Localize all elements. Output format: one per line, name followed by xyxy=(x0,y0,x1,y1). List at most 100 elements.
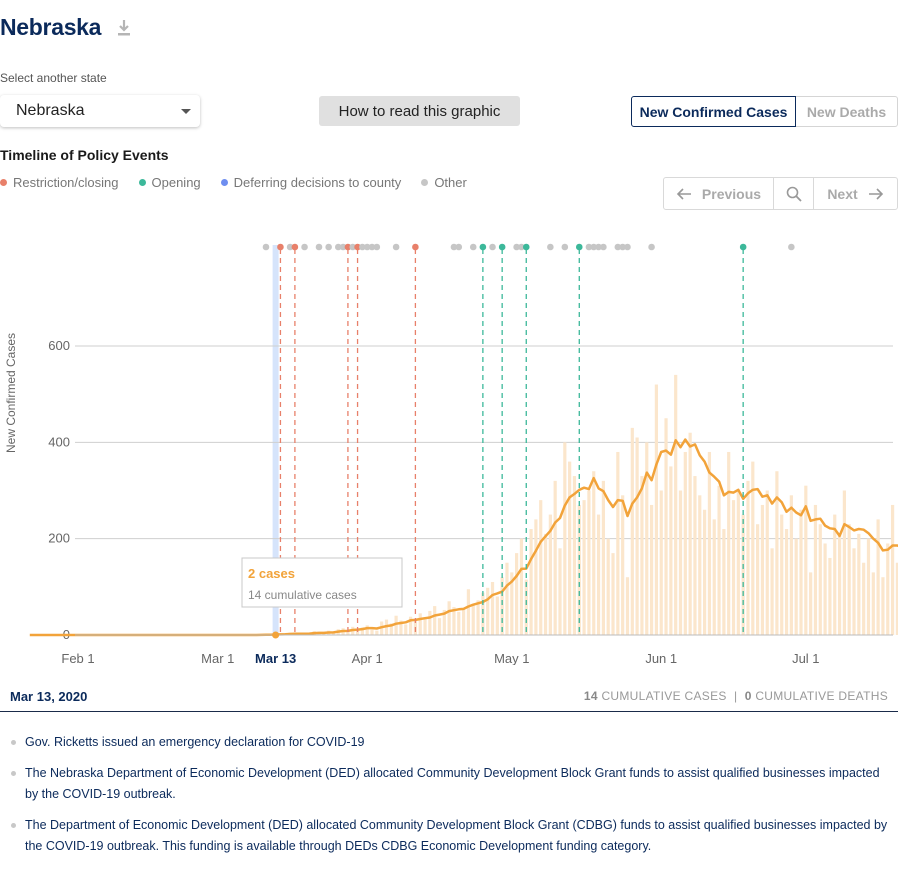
bar xyxy=(505,562,509,635)
bar xyxy=(813,504,818,635)
x-tick-label: Mar 13 xyxy=(255,651,296,665)
x-tick-label: May 1 xyxy=(494,651,529,665)
bar xyxy=(399,620,403,635)
tooltip-cumulative: 14 cumulative cases xyxy=(248,588,357,602)
event-dot-other xyxy=(788,243,795,251)
event-dot-other xyxy=(450,243,458,251)
download-icon[interactable] xyxy=(115,18,133,38)
bar xyxy=(471,605,475,635)
bar xyxy=(553,480,557,635)
bar xyxy=(688,432,692,635)
bar xyxy=(746,480,750,635)
next-button[interactable]: Next xyxy=(814,178,897,209)
bar xyxy=(466,589,471,635)
event-dot-other xyxy=(368,243,376,251)
arrow-right-icon xyxy=(868,187,883,200)
bar xyxy=(707,451,712,635)
bar xyxy=(437,618,442,635)
bar xyxy=(693,476,697,635)
legend-dot xyxy=(138,179,146,186)
bar xyxy=(331,632,336,635)
event-dot-other xyxy=(359,243,366,251)
state-select-value: Nebraska xyxy=(16,102,85,119)
bar xyxy=(847,524,851,635)
selected-day-highlight xyxy=(272,245,279,635)
y-tick-label: 400 xyxy=(48,434,70,449)
y-axis-label: New Confirmed Cases xyxy=(4,333,18,453)
chevron-down-icon xyxy=(181,109,191,114)
bar xyxy=(548,514,552,635)
bar xyxy=(649,504,654,635)
bar xyxy=(611,553,615,635)
event-dot-other xyxy=(590,243,598,251)
bar xyxy=(375,630,379,635)
bar xyxy=(760,504,765,635)
new-confirmed-cases-tab[interactable]: New Confirmed Cases xyxy=(631,96,796,127)
bar xyxy=(809,572,813,635)
bar xyxy=(775,471,779,635)
event-dot-other xyxy=(363,243,371,251)
event-dot-other xyxy=(339,243,347,251)
bar xyxy=(828,557,832,635)
bar xyxy=(645,442,649,635)
event-dot-other xyxy=(619,243,626,251)
bar xyxy=(712,519,716,635)
event-dot-other xyxy=(301,243,308,251)
bar xyxy=(529,529,533,635)
bar xyxy=(447,601,451,635)
event-dot-other xyxy=(585,243,593,251)
arrow-left-icon xyxy=(676,187,691,200)
bar xyxy=(799,509,803,635)
event-dot-other xyxy=(600,243,607,251)
x-tick-label: Feb 1 xyxy=(61,651,94,665)
y-tick-label: 200 xyxy=(48,531,70,546)
legend-label: Opening xyxy=(151,175,201,190)
bar xyxy=(621,495,625,635)
new-deaths-tab[interactable]: New Deaths xyxy=(796,96,898,127)
next-label: Next xyxy=(827,185,858,202)
event-dot-other xyxy=(561,243,569,251)
bullet xyxy=(11,823,16,828)
event-dot-other xyxy=(262,243,270,251)
event-dot-other xyxy=(489,243,496,251)
x-tick-label: Mar 1 xyxy=(201,651,234,665)
bar xyxy=(625,577,630,635)
legend-item-restriction: Restriction/closing xyxy=(0,175,119,190)
bar xyxy=(876,519,880,635)
bar xyxy=(833,514,837,635)
event-dot-other xyxy=(547,243,554,251)
bar xyxy=(871,572,875,635)
legend: Restriction/closing Opening Deferring de… xyxy=(0,175,487,190)
bar xyxy=(722,529,726,635)
bar xyxy=(736,490,740,635)
event-dot-other xyxy=(614,243,622,251)
state-select[interactable]: Nebraska xyxy=(0,95,200,127)
legend-label: Other xyxy=(434,175,467,190)
event-dot-other xyxy=(624,243,631,251)
bar xyxy=(683,451,687,635)
bar xyxy=(895,562,898,635)
bar xyxy=(404,624,408,635)
previous-button[interactable]: Previous xyxy=(664,178,774,209)
event-dot-restriction xyxy=(344,243,352,251)
selected-date-bar: Mar 13, 2020 14 CUMULATIVE CASES | 0 CUM… xyxy=(0,680,898,712)
event-dot-other xyxy=(349,243,357,251)
event-dot-opening xyxy=(739,243,747,251)
event-dot-other xyxy=(315,243,323,251)
list-item: Gov. Ricketts issued an emergency declar… xyxy=(10,732,890,753)
x-tick-label: Apr 1 xyxy=(352,651,383,665)
bar xyxy=(731,500,736,635)
event-dot-other xyxy=(595,243,602,251)
summary-separator: | xyxy=(734,689,738,703)
bar xyxy=(394,615,398,635)
bar xyxy=(727,451,731,635)
bar xyxy=(703,509,707,635)
how-to-read-button[interactable]: How to read this graphic xyxy=(319,96,520,126)
search-button[interactable] xyxy=(774,178,814,209)
tooltip-box xyxy=(241,557,403,608)
legend-dot xyxy=(220,179,228,186)
bar xyxy=(452,607,456,635)
cumulative-summary: 14 CUMULATIVE CASES | 0 CUMULATIVE DEATH… xyxy=(584,689,888,703)
list-item: The Nebraska Department of Economic Deve… xyxy=(10,763,890,805)
